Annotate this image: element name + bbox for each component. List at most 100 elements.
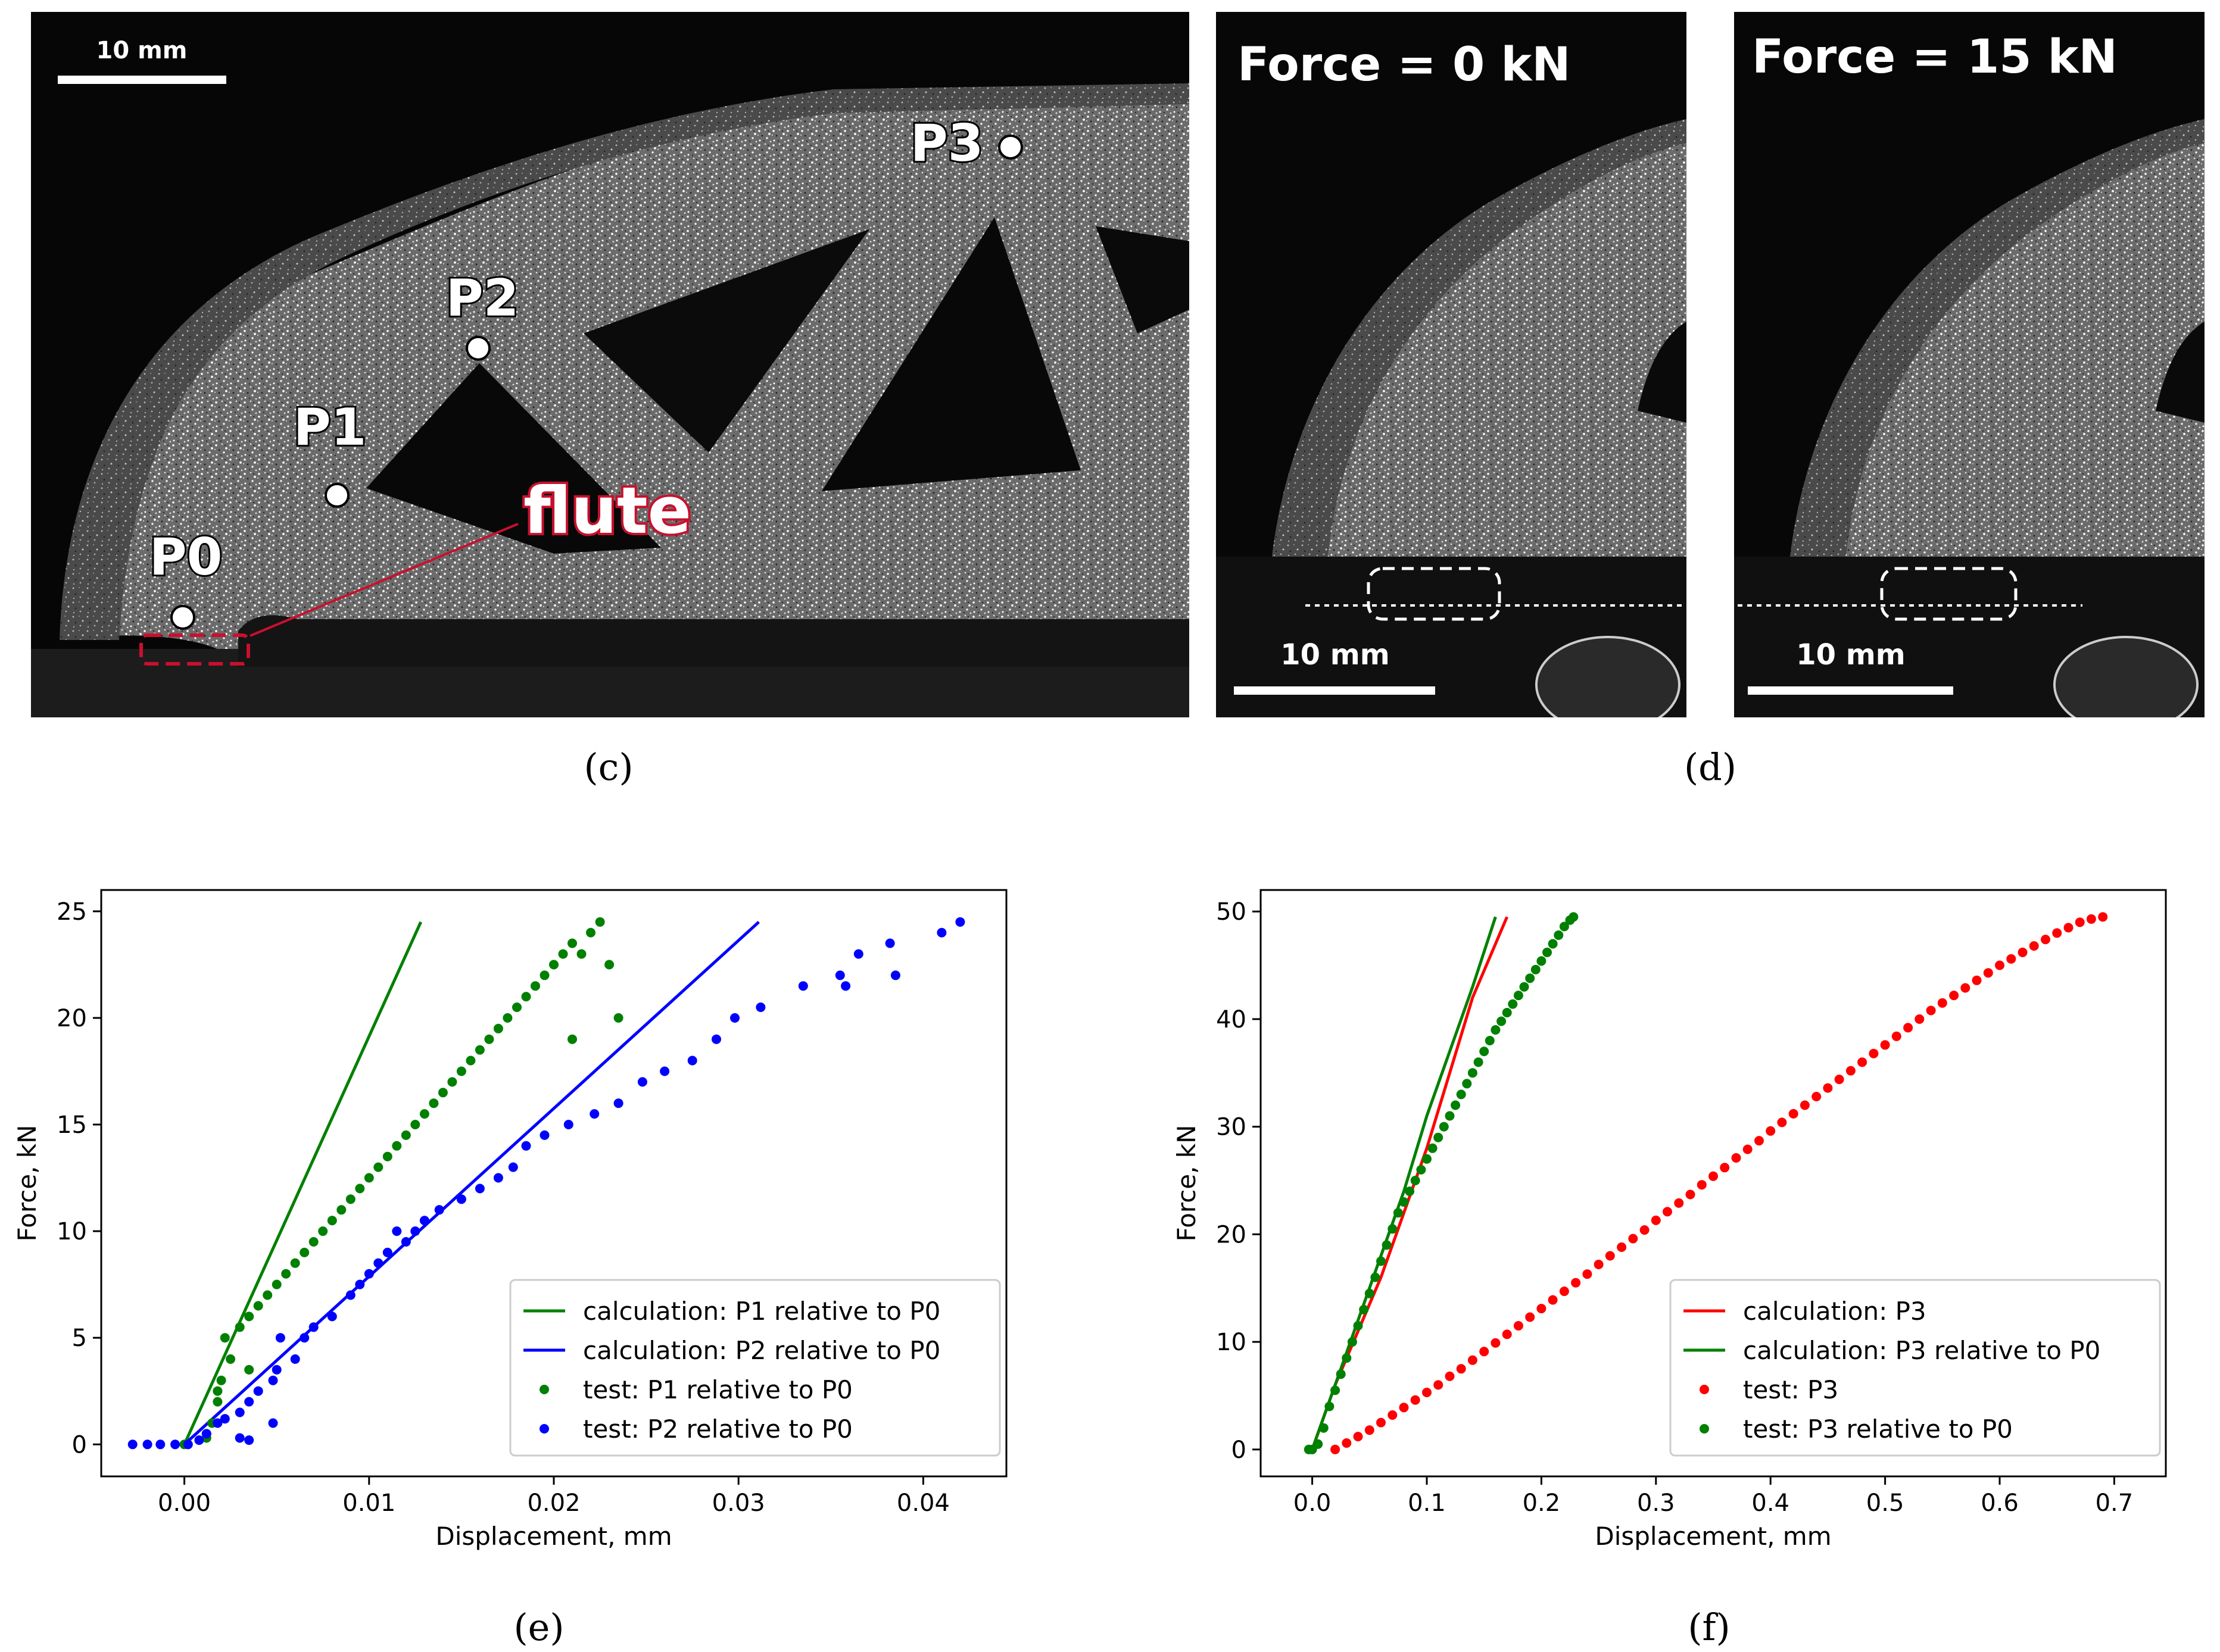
data-point-e-2-8 — [244, 1311, 254, 1322]
data-point-e-3-30 — [508, 1162, 518, 1172]
photo-d-left-bolt — [1535, 636, 1680, 717]
panel-label-e: (e) — [513, 1606, 564, 1649]
data-point-e-2-3 — [213, 1397, 223, 1407]
data-point-f-2-36 — [1742, 1144, 1753, 1154]
data-point-e-2-6 — [220, 1333, 230, 1343]
data-point-e-3-6 — [201, 1429, 211, 1439]
data-point-f-3-6 — [1336, 1369, 1346, 1379]
data-point-f-2-60 — [2018, 947, 2028, 957]
data-point-e-3-12 — [268, 1375, 278, 1385]
data-point-f-3-35 — [1502, 1008, 1512, 1017]
bracket-speckle-right — [1810, 131, 2205, 595]
legend-marker-f-2 — [1700, 1385, 1709, 1394]
force-title-right: Force = 15 kN — [1752, 30, 2118, 84]
y-tick-label-f-4: 40 — [1216, 1006, 1246, 1033]
point-marker-p1 — [325, 483, 350, 508]
scale-bar-label-d-left: 10 mm — [1280, 638, 1390, 672]
data-point-f-2-64 — [2063, 923, 2074, 933]
data-point-e-2-18 — [336, 1205, 347, 1215]
data-point-e-3-17 — [327, 1311, 337, 1322]
data-point-e-2-12 — [281, 1269, 291, 1279]
bracket-hole-left — [1638, 321, 1686, 423]
data-point-e-2-51 — [213, 1386, 223, 1396]
y-tick-label-f-5: 50 — [1216, 898, 1246, 926]
data-point-e-3-7 — [213, 1418, 223, 1428]
data-point-f-2-50 — [1903, 1023, 1913, 1033]
x-tick-label-f-3: 0.3 — [1637, 1489, 1675, 1517]
data-point-f-2-58 — [1995, 960, 2004, 970]
bracket-rim-left — [1268, 119, 1686, 601]
flute-annotation: flute — [523, 474, 691, 548]
data-point-f-3-40 — [1530, 964, 1541, 975]
point-label-p1: P1 — [294, 398, 367, 457]
data-point-e-3-18 — [345, 1290, 356, 1300]
data-point-e-3-26 — [434, 1205, 444, 1215]
data-point-f-2-62 — [2041, 935, 2050, 945]
data-point-f-2-8 — [1422, 1388, 1432, 1397]
data-point-e-2-44 — [576, 949, 587, 959]
data-point-f-2-63 — [2052, 928, 2062, 938]
data-point-e-2-40 — [540, 970, 550, 980]
data-point-f-2-4 — [1376, 1417, 1386, 1428]
data-point-e-2-41 — [549, 960, 559, 970]
data-point-e-3-21 — [373, 1258, 383, 1268]
data-point-f-3-28 — [1462, 1079, 1472, 1089]
data-point-e-3-46 — [937, 928, 947, 938]
data-point-f-2-6 — [1399, 1403, 1409, 1413]
data-point-e-2-24 — [392, 1141, 402, 1151]
panel-label-f: (f) — [1688, 1606, 1730, 1649]
data-point-f-2-5 — [1388, 1410, 1398, 1420]
data-point-f-2-17 — [1525, 1312, 1535, 1322]
data-point-e-3-35 — [613, 1098, 623, 1108]
data-point-f-3-19 — [1410, 1176, 1420, 1185]
data-point-e-2-22 — [373, 1162, 383, 1172]
data-point-e-3-54 — [235, 1433, 245, 1443]
data-point-e-2-10 — [263, 1290, 273, 1300]
x-tick-label-e-1: 0.01 — [342, 1489, 395, 1517]
data-point-f-2-13 — [1479, 1347, 1489, 1357]
y-tick-label-e-2: 10 — [57, 1218, 87, 1245]
data-point-e-3-23 — [401, 1237, 411, 1247]
data-point-e-2-13 — [290, 1258, 300, 1268]
data-point-f-2-56 — [1972, 975, 1982, 985]
y-tick-label-e-3: 15 — [57, 1111, 87, 1139]
data-point-f-2-61 — [2029, 941, 2039, 951]
data-point-f-3-18 — [1405, 1186, 1415, 1197]
data-point-f-2-12 — [1467, 1355, 1477, 1365]
data-point-f-2-66 — [2086, 914, 2096, 924]
data-point-e-3-48 — [841, 981, 851, 991]
data-point-e-3-9 — [235, 1407, 245, 1417]
scale-bar-label-c: 10 mm — [96, 37, 188, 64]
data-point-f-2-30 — [1674, 1198, 1684, 1208]
data-point-e-2-11 — [272, 1279, 282, 1289]
data-point-f-2-16 — [1513, 1321, 1523, 1331]
data-point-f-2-31 — [1685, 1189, 1695, 1200]
data-point-e-3-25 — [419, 1216, 429, 1226]
legend-marker-e-2 — [540, 1385, 549, 1394]
data-point-e-3-39 — [712, 1034, 721, 1044]
point-label-p2: P2 — [446, 268, 519, 328]
x-tick-label-e-4: 0.04 — [897, 1489, 950, 1517]
data-point-f-2-10 — [1445, 1371, 1455, 1381]
data-point-f-2-34 — [1720, 1163, 1730, 1173]
data-point-e-3-20 — [364, 1269, 374, 1279]
data-point-e-2-46 — [595, 917, 605, 927]
data-point-e-3-29 — [493, 1173, 503, 1183]
bracket-hole-1 — [366, 363, 661, 554]
data-point-e-2-17 — [327, 1216, 337, 1226]
data-point-f-2-38 — [1766, 1126, 1776, 1136]
data-point-f-3-9 — [1353, 1321, 1363, 1331]
data-point-f-3-37 — [1513, 991, 1523, 1001]
data-point-f-3-8 — [1347, 1337, 1357, 1347]
data-point-f-2-14 — [1491, 1338, 1501, 1348]
flute-highlight-box — [139, 633, 250, 666]
data-point-e-3-28 — [475, 1183, 485, 1194]
data-point-f-3-2 — [1313, 1439, 1323, 1449]
data-point-e-3-52 — [268, 1418, 278, 1428]
y-axis-label-f: Force, kN — [1172, 1125, 1201, 1241]
y-axis-label-e: Force, kN — [13, 1125, 42, 1241]
data-point-e-3-51 — [275, 1333, 285, 1343]
data-point-e-3-49 — [890, 970, 900, 980]
data-point-e-2-28 — [429, 1098, 439, 1108]
